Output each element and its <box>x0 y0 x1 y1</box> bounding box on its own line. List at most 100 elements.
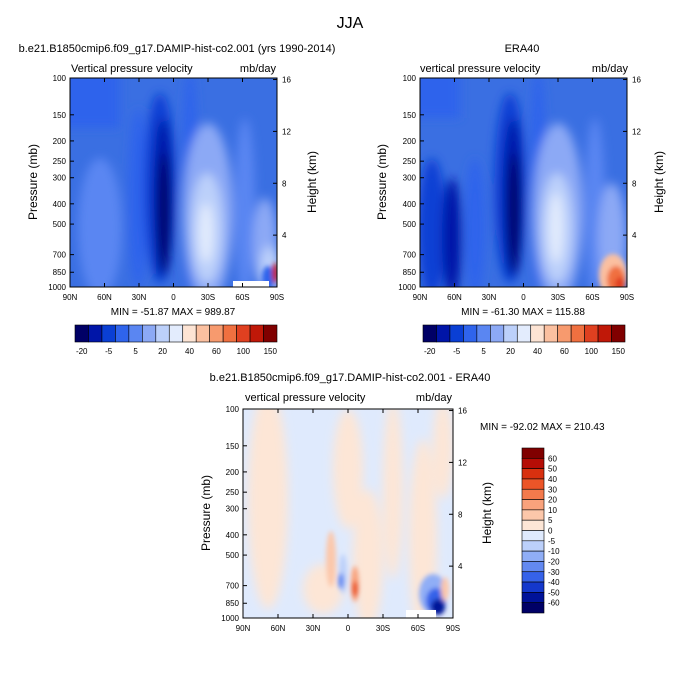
y-tick-label: 300 <box>403 174 417 183</box>
colorbar-swatch <box>597 324 612 343</box>
colorbar-label: -40 <box>548 578 560 587</box>
colorbar-swatch <box>101 324 116 343</box>
colorbar-swatch <box>168 324 184 343</box>
y-tick-label: 250 <box>53 157 67 166</box>
colorbar-label: 150 <box>264 347 278 356</box>
colorbar-swatch <box>516 324 532 343</box>
colorbar-label: -50 <box>548 588 560 597</box>
colorbar-swatch <box>521 447 545 459</box>
colorbar-label: 30 <box>548 485 557 494</box>
colorbar-label: 20 <box>548 496 557 505</box>
y-tick-label: 100 <box>53 74 67 83</box>
x-tick-label: 30S <box>376 624 390 633</box>
y-tick-label: 150 <box>403 111 417 120</box>
colorbar-swatch <box>570 324 585 343</box>
y-tick-label: 150 <box>226 442 240 451</box>
panel-era40: ERA40 vertical pressure velocity mb/day <box>375 43 666 318</box>
panel-model: b.e21.B1850cmip6.f09_g17.DAMIP-hist-co2.… <box>19 43 336 318</box>
units-label: mb/day <box>240 63 277 75</box>
y-tick-label: 500 <box>403 220 417 229</box>
y2-tick-label: 8 <box>458 510 463 519</box>
contour-field <box>242 408 454 619</box>
colorbar-swatch <box>463 324 478 343</box>
colorbar-label: 40 <box>533 347 542 356</box>
colorbar-swatch <box>521 571 545 583</box>
colorbar-swatch <box>521 519 545 531</box>
contour-field <box>419 77 628 288</box>
colorbar-label: 10 <box>548 506 557 515</box>
colorbar-swatch <box>521 478 545 490</box>
y2-tick-label: 4 <box>458 562 463 571</box>
y-tick-label: 500 <box>53 220 67 229</box>
y-tick-label: 250 <box>226 488 240 497</box>
colorbar-swatch <box>88 324 103 343</box>
x-tick-label: 60S <box>411 624 425 633</box>
colorbar-swatch <box>182 324 197 343</box>
x-tick-label: 0 <box>346 624 351 633</box>
y2-axis-label: Height (km) <box>480 482 494 544</box>
colorbar-label: 60 <box>212 347 221 356</box>
y-tick-label: 400 <box>403 200 417 209</box>
x-tick-label: 90S <box>620 293 634 302</box>
colorbar-swatch <box>521 509 545 521</box>
colorbar-label: -5 <box>548 537 556 546</box>
colorbar-swatch <box>436 324 451 343</box>
y-tick-label: 100 <box>403 74 417 83</box>
colorbar-swatch <box>543 324 558 343</box>
colorbar-label: 40 <box>548 475 557 484</box>
colorbar-swatch <box>422 324 437 343</box>
panel-title: b.e21.B1850cmip6.f09_g17.DAMIP-hist-co2.… <box>19 43 336 55</box>
panel-difference: b.e21.B1850cmip6.f09_g17.DAMIP-hist-co2.… <box>199 372 605 633</box>
y2-axis-label: Height (km) <box>652 151 666 213</box>
y-tick-label: 1000 <box>48 283 66 292</box>
y-tick-label: 850 <box>403 268 417 277</box>
colorbar-label: 60 <box>560 347 569 356</box>
contour-field <box>69 77 278 288</box>
colorbar-swatch <box>521 530 545 542</box>
x-tick-label: 90S <box>446 624 460 633</box>
x-tick-label: 30N <box>306 624 321 633</box>
y-tick-label: 100 <box>226 405 240 414</box>
y-tick-label: 1000 <box>398 283 416 292</box>
colorbar-label: 0 <box>548 527 553 536</box>
y2-tick-label: 12 <box>458 458 467 467</box>
x-tick-label: 60S <box>235 293 249 302</box>
colorbar-label: -5 <box>453 347 461 356</box>
x-tick-label: 0 <box>171 293 176 302</box>
colorbar-swatch <box>530 324 545 343</box>
colorbar-swatch <box>476 324 491 343</box>
colorbar-label: 100 <box>237 347 251 356</box>
units-label: mb/day <box>592 63 629 75</box>
colorbar-swatch <box>115 324 130 343</box>
y-tick-label: 250 <box>403 157 417 166</box>
colorbar-label: -5 <box>105 347 113 356</box>
colorbar-era40: -20 -5 5 20 40 60 100 150 <box>422 324 626 356</box>
colorbar-swatch <box>557 324 572 343</box>
y2-tick-label: 4 <box>632 231 637 240</box>
colorbar-swatch <box>521 592 545 603</box>
colorbar-label: -20 <box>424 347 436 356</box>
colorbar-swatch <box>249 324 264 343</box>
field-label: Vertical pressure velocity <box>71 63 193 75</box>
x-tick-label: 90N <box>413 293 428 302</box>
panel-title: b.e21.B1850cmip6.f09_g17.DAMIP-hist-co2.… <box>210 372 491 384</box>
colorbar-label: 5 <box>481 347 486 356</box>
colorbar-swatch <box>521 561 545 573</box>
colorbar-model: -20 -5 5 20 40 60 100 150 <box>74 324 278 356</box>
colorbar-swatch <box>449 324 464 343</box>
colorbar-swatch <box>521 468 545 480</box>
x-tick-label: 30N <box>482 293 497 302</box>
colorbar-label: 5 <box>133 347 138 356</box>
colorbar-swatch <box>611 324 626 343</box>
x-tick-label: 30N <box>132 293 147 302</box>
y-tick-label: 400 <box>53 200 67 209</box>
colorbar-swatch <box>521 602 545 614</box>
colorbar-label: -30 <box>548 568 560 577</box>
y2-tick-label: 4 <box>282 231 287 240</box>
x-tick-label: 60N <box>97 293 112 302</box>
colorbar-swatch <box>584 324 599 343</box>
colorbar-label: 50 <box>548 465 557 474</box>
colorbar-label: -20 <box>76 347 88 356</box>
